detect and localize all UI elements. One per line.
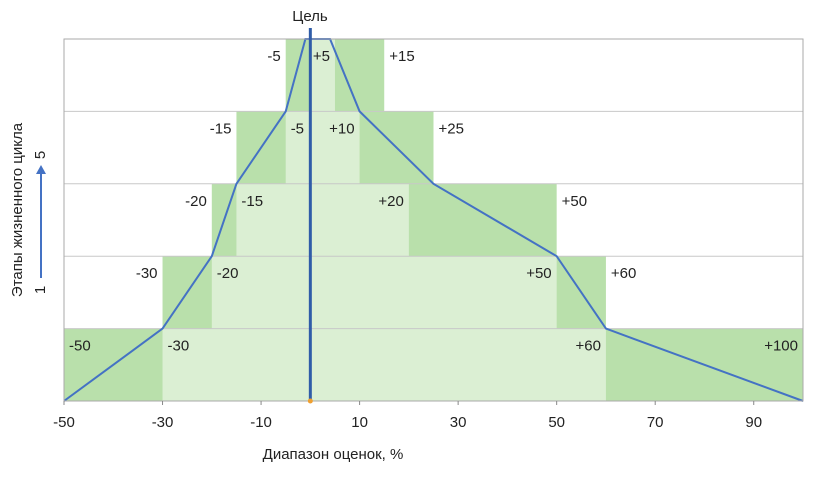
x-tick-label: -10: [250, 414, 272, 431]
x-tick-label: 90: [745, 414, 762, 431]
inner-range: [310, 39, 335, 112]
outer-low-label: -20: [185, 193, 207, 210]
inner-low-label: -15: [241, 193, 263, 210]
inner-range: [211, 256, 557, 329]
outer-high-label: +50: [562, 193, 587, 210]
y-axis-label: Этапы жизненного цикла: [9, 122, 26, 297]
x-tick-label: 70: [647, 414, 664, 431]
outer-low-label: -15: [210, 120, 232, 137]
outer-low-label: -5: [267, 48, 280, 65]
inner-range: [285, 111, 360, 184]
y-range-to: 5: [32, 151, 49, 159]
inner-low-label: -20: [217, 265, 239, 282]
chart-title: Цель: [292, 8, 328, 25]
inner-high-label: +50: [526, 265, 551, 282]
x-tick-label: -50: [53, 414, 75, 431]
plot-border: [63, 38, 804, 402]
x-axis-label: Диапазон оценок, %: [263, 446, 404, 463]
inner-high-label: +60: [575, 338, 600, 355]
x-tick-label: 50: [548, 414, 565, 431]
x-tick-label: 10: [351, 414, 368, 431]
inner-high-label: +10: [329, 120, 354, 137]
inner-range: [236, 183, 409, 257]
inner-high-label: +20: [378, 193, 403, 210]
y-range-from: 1: [32, 286, 49, 294]
inner-low-label: -30: [168, 338, 190, 355]
outer-high-label: +15: [389, 48, 414, 65]
x-tick-label: 30: [450, 414, 467, 431]
outer-high-label: +60: [611, 265, 636, 282]
outer-high-label: +25: [439, 120, 464, 137]
x-tick-label: -30: [152, 414, 174, 431]
outer-low-label: -30: [136, 265, 158, 282]
outer-high-label: +100: [764, 338, 798, 355]
y-arrow-head: [36, 165, 46, 174]
inner-range: [162, 328, 606, 401]
target-dot: [307, 398, 313, 404]
inner-high-label: +5: [313, 48, 330, 65]
outer-low-label: -50: [69, 338, 91, 355]
inner-low-label: -5: [291, 120, 304, 137]
